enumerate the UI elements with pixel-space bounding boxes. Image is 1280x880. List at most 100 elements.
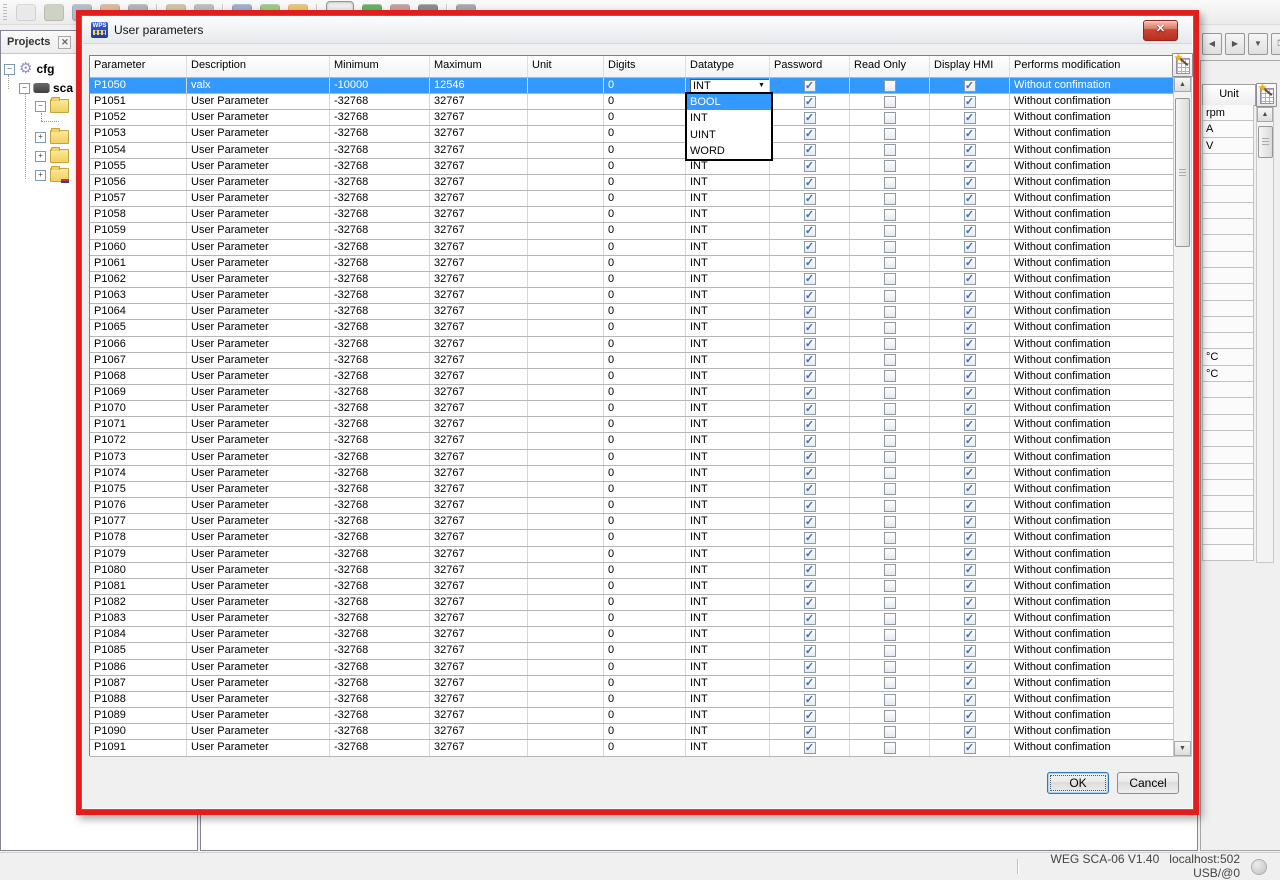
cell-read_only[interactable] — [850, 126, 930, 142]
column-header-password[interactable]: Password — [770, 56, 850, 77]
scroll-up-icon[interactable]: ▲ — [1257, 107, 1273, 122]
password-checkbox[interactable]: ✓ — [803, 192, 816, 205]
cell-description[interactable]: User Parameter — [187, 643, 330, 659]
password-checkbox[interactable]: ✓ — [803, 467, 816, 480]
cell-password[interactable]: ✓ — [770, 481, 850, 498]
cell-minimum[interactable]: -32768 — [330, 627, 430, 643]
read_only-checkbox[interactable] — [883, 386, 896, 399]
expand-icon[interactable]: + — [35, 150, 46, 162]
cell-password[interactable]: ✓ — [770, 627, 850, 643]
cell-display_hmi[interactable]: ✓ — [930, 352, 1010, 368]
cell-digits[interactable]: 0 — [604, 433, 686, 449]
cell-description[interactable]: User Parameter — [187, 449, 330, 465]
cell-read_only[interactable] — [850, 740, 930, 756]
cell-read_only[interactable] — [850, 595, 930, 611]
read_only-checkbox[interactable] — [883, 580, 896, 593]
password-checkbox[interactable]: ✓ — [803, 580, 816, 593]
cell-display_hmi[interactable]: ✓ — [930, 691, 1010, 708]
cell-password[interactable]: ✓ — [770, 498, 850, 514]
cell-description[interactable]: User Parameter — [187, 675, 330, 691]
cell-digits[interactable]: 0 — [604, 449, 686, 465]
dropdown-option[interactable]: BOOL — [687, 94, 771, 111]
cell-read_only[interactable] — [850, 94, 930, 110]
cell-unit[interactable] — [528, 417, 604, 433]
cell-maximum[interactable]: 32767 — [430, 449, 528, 465]
cell-description[interactable]: User Parameter — [187, 336, 330, 352]
dropdown-option[interactable]: WORD — [690, 144, 725, 157]
table-row[interactable]: P1083 User Parameter -32768 32767 0 INT ✓ ✓ With… — [90, 611, 1191, 628]
cell-performs_modification[interactable]: Without confimation — [1010, 433, 1174, 449]
cell-display_hmi[interactable]: ✓ — [930, 530, 1010, 546]
cell-minimum[interactable]: -32768 — [330, 336, 430, 352]
new-file-icon[interactable] — [16, 3, 36, 21]
cell-minimum[interactable]: -32768 — [330, 174, 430, 191]
display_hmi-checkbox[interactable]: ✓ — [963, 95, 976, 108]
cell-minimum[interactable]: -32768 — [330, 659, 430, 675]
table-row[interactable]: P1068 User Parameter -32768 32767 0 INT ✓ ✓ With… — [90, 368, 1191, 385]
cell-maximum[interactable]: 32767 — [430, 239, 528, 255]
read_only-checkbox[interactable] — [883, 273, 896, 286]
table-row[interactable]: P1079 User Parameter -32768 32767 0 INT ✓ ✓ With… — [90, 546, 1191, 563]
unit-cell[interactable] — [1202, 479, 1254, 497]
cell-datatype[interactable]: INT — [686, 320, 770, 336]
read_only-checkbox[interactable] — [883, 435, 896, 448]
cell-description[interactable]: User Parameter — [187, 207, 330, 223]
cell-display_hmi[interactable]: ✓ — [930, 740, 1010, 756]
read_only-checkbox[interactable] — [883, 354, 896, 367]
cell-read_only[interactable] — [850, 498, 930, 514]
column-header-unit[interactable]: Unit — [528, 56, 604, 77]
password-checkbox[interactable]: ✓ — [803, 176, 816, 189]
datatype-combobox[interactable]: INT ▼ — [690, 79, 769, 93]
cell-datatype[interactable]: INT — [686, 433, 770, 449]
cell-minimum[interactable]: -32768 — [330, 433, 430, 449]
display_hmi-checkbox[interactable]: ✓ — [963, 208, 976, 221]
cell-display_hmi[interactable]: ✓ — [930, 724, 1010, 740]
cell-minimum[interactable]: -32768 — [330, 546, 430, 562]
read_only-checkbox[interactable] — [883, 741, 896, 754]
cell-parameter[interactable]: P1087 — [90, 675, 187, 691]
password-checkbox[interactable]: ✓ — [803, 499, 816, 512]
unit-cell[interactable] — [1202, 267, 1254, 285]
read_only-checkbox[interactable] — [883, 111, 896, 124]
password-checkbox[interactable]: ✓ — [803, 628, 816, 641]
unit-cell[interactable] — [1202, 496, 1254, 513]
cell-display_hmi[interactable]: ✓ — [930, 271, 1010, 288]
cell-description[interactable]: User Parameter — [187, 239, 330, 255]
cell-read_only[interactable] — [850, 530, 930, 546]
table-row[interactable]: P1066 User Parameter -32768 32767 0 INT ✓ ✓ With… — [90, 336, 1191, 353]
cell-digits[interactable]: 0 — [604, 627, 686, 643]
cell-unit[interactable] — [528, 708, 604, 724]
cell-description[interactable]: User Parameter — [187, 659, 330, 675]
cell-parameter[interactable]: P1072 — [90, 433, 187, 449]
cell-password[interactable]: ✓ — [770, 158, 850, 174]
password-checkbox[interactable]: ✓ — [803, 548, 816, 561]
cell-description[interactable]: User Parameter — [187, 304, 330, 320]
cell-parameter[interactable]: P1067 — [90, 352, 187, 368]
chevron-down-icon[interactable]: ▼ — [754, 80, 769, 92]
read_only-checkbox[interactable] — [883, 289, 896, 302]
cell-minimum[interactable]: -32768 — [330, 643, 430, 659]
cell-minimum[interactable]: -32768 — [330, 126, 430, 142]
cell-parameter[interactable]: P1066 — [90, 336, 187, 352]
password-checkbox[interactable]: ✓ — [803, 451, 816, 464]
cell-datatype[interactable]: INT — [686, 255, 770, 271]
cell-description[interactable]: User Parameter — [187, 158, 330, 174]
cell-maximum[interactable]: 32767 — [430, 304, 528, 320]
cell-performs_modification[interactable]: Without confimation — [1010, 659, 1174, 675]
cell-description[interactable]: valx — [187, 78, 330, 94]
cell-performs_modification[interactable]: Without confimation — [1010, 304, 1174, 320]
cell-password[interactable]: ✓ — [770, 740, 850, 756]
cell-display_hmi[interactable]: ✓ — [930, 708, 1010, 724]
display_hmi-checkbox[interactable]: ✓ — [963, 564, 976, 577]
cell-read_only[interactable] — [850, 401, 930, 417]
cell-display_hmi[interactable]: ✓ — [930, 546, 1010, 562]
table-row[interactable]: P1090 User Parameter -32768 32767 0 INT ✓ ✓ With… — [90, 724, 1191, 741]
cell-maximum[interactable]: 32767 — [430, 578, 528, 594]
cell-datatype[interactable]: INT — [686, 562, 770, 578]
column-header-display_hmi[interactable]: Display HMI — [930, 56, 1010, 77]
cell-digits[interactable]: 0 — [604, 78, 686, 94]
password-checkbox[interactable]: ✓ — [803, 321, 816, 334]
cell-password[interactable]: ✓ — [770, 207, 850, 223]
scroll-left-button[interactable]: ◀ — [1202, 33, 1222, 55]
